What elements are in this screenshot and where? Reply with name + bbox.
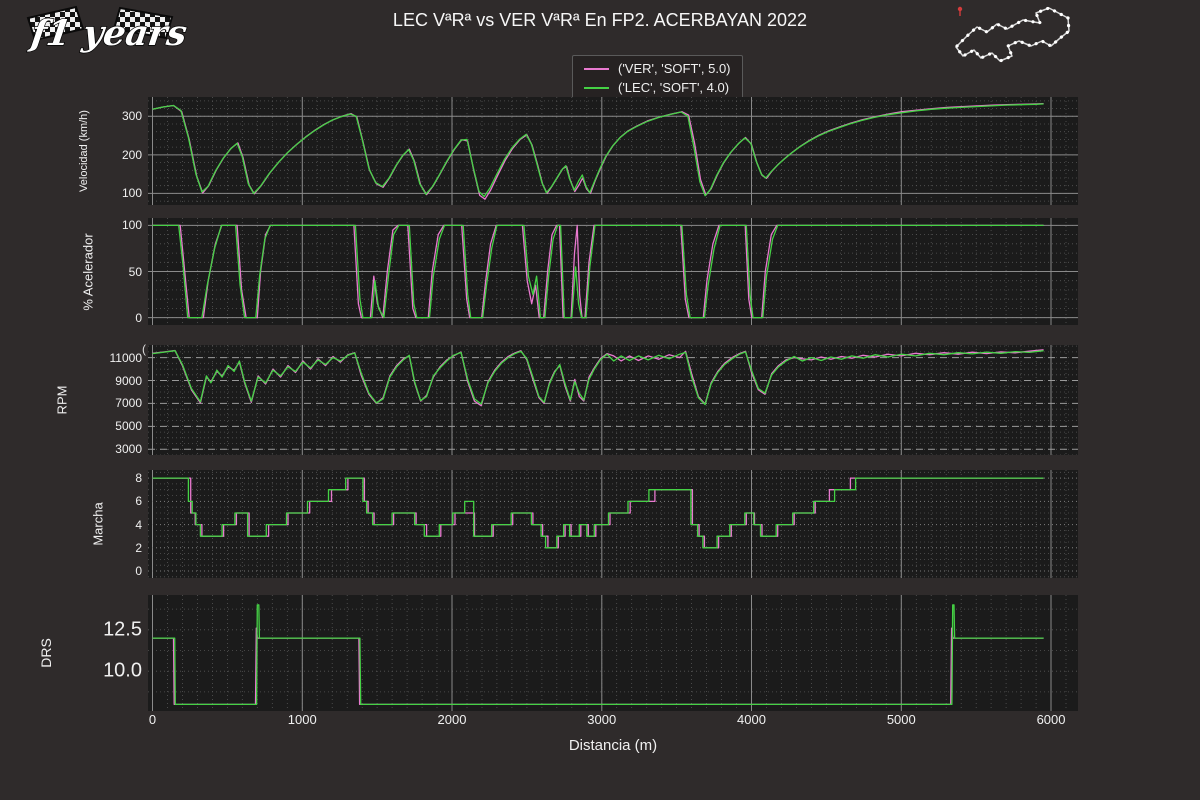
track-start-marker xyxy=(957,6,963,16)
rpm-axis-artifact: ( xyxy=(142,342,146,356)
checkered-flag-icon xyxy=(26,5,174,42)
legend: ('VER', 'SOFT', 5.0) ('LEC', 'SOFT', 4.0… xyxy=(572,55,743,101)
y-tick-label: 200 xyxy=(121,147,142,162)
y-tick-label: 2 xyxy=(135,540,142,555)
legend-label-ver: ('VER', 'SOFT', 5.0) xyxy=(618,61,731,76)
trace-rpm-ver xyxy=(152,349,1044,407)
plot-speed xyxy=(148,97,1078,205)
track-map-icon xyxy=(953,6,1071,63)
y-axis-label-drs: DRS xyxy=(38,638,54,668)
legend-label-lec: ('LEC', 'SOFT', 4.0) xyxy=(618,80,730,95)
x-axis-label: Distancia (m) xyxy=(568,737,658,754)
plot-drs xyxy=(148,595,1078,711)
y-tick-label: 10.0 xyxy=(103,659,142,682)
x-tick-label: 3000 xyxy=(587,712,617,727)
x-tick-label: 4000 xyxy=(737,712,766,727)
y-tick-label: 11000 xyxy=(109,350,142,365)
y-axis-label-throttle: % Acelerador xyxy=(80,232,96,311)
y-tick-label: 0 xyxy=(135,310,142,325)
y-tick-label: 300 xyxy=(121,109,142,124)
legend-swatch-ver xyxy=(584,67,609,70)
y-tick-label: 7000 xyxy=(115,396,142,411)
plot-rpm xyxy=(148,345,1078,455)
x-tick-label: 6000 xyxy=(1036,712,1066,727)
y-tick-label: 8 xyxy=(135,471,142,486)
plot-throttle xyxy=(148,218,1078,325)
f1-years-logo: f1 years xyxy=(25,5,190,55)
logo-text: f1 years xyxy=(26,13,190,54)
page-title: LEC VªRª vs VER VªRª En FP2. ACERBAYAN 2… xyxy=(392,10,808,30)
trace-throttle-lec xyxy=(152,224,1044,319)
trace-drs-ver xyxy=(152,627,1044,706)
plot-gear xyxy=(148,470,1078,578)
trace-drs-lec xyxy=(152,604,1044,706)
trace-rpm-lec xyxy=(152,350,1044,406)
y-axis-label-speed: Velocidad (km/h) xyxy=(78,110,90,192)
y-tick-label: 6 xyxy=(135,494,142,509)
x-tick-label: 5000 xyxy=(886,712,916,727)
y-tick-label: 0 xyxy=(135,564,142,579)
y-axis-label-gear: Marcha xyxy=(90,502,106,546)
legend-item-lec: ('LEC', 'SOFT', 4.0) xyxy=(584,80,731,95)
trace-gear-lec xyxy=(152,477,1044,549)
y-tick-label: 100 xyxy=(121,186,142,201)
y-tick-label: 3000 xyxy=(115,442,142,457)
y-tick-label: 9000 xyxy=(115,373,142,388)
trace-speed-lec xyxy=(152,103,1044,198)
legend-item-ver: ('VER', 'SOFT', 5.0) xyxy=(584,61,731,76)
trace-speed-ver xyxy=(152,102,1044,200)
x-tick-label: 2000 xyxy=(437,712,467,727)
x-tick-label: 0 xyxy=(148,712,157,727)
y-tick-label: 12.5 xyxy=(103,618,142,641)
y-tick-label: 5000 xyxy=(115,419,142,434)
y-tick-label: 100 xyxy=(121,218,142,233)
y-tick-label: 50 xyxy=(128,264,142,279)
x-tick-label: 1000 xyxy=(287,712,317,727)
trace-gear-ver xyxy=(152,477,1044,549)
y-axis-label-rpm: RPM xyxy=(54,385,70,415)
legend-swatch-lec xyxy=(584,86,609,89)
y-tick-label: 4 xyxy=(135,517,142,532)
